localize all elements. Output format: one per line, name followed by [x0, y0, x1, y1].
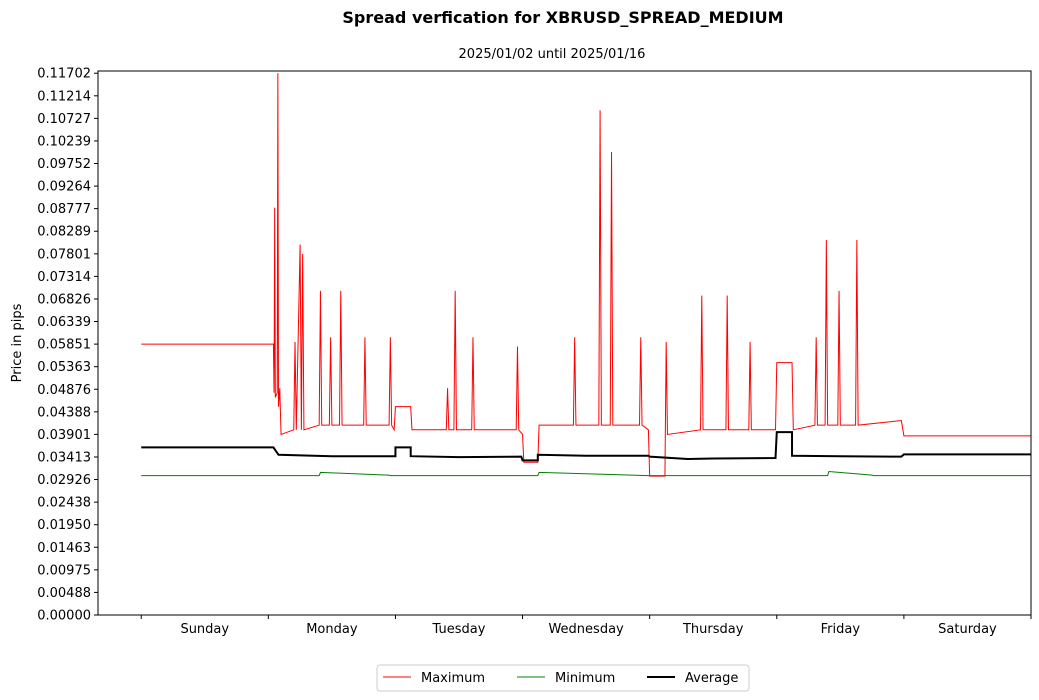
y-tick-label: 0.10239: [37, 134, 91, 149]
y-tick-label: 0.11702: [37, 67, 91, 82]
y-tick-label: 0.08289: [37, 225, 91, 240]
legend-frame: [376, 664, 750, 692]
y-tick-label: 0.04388: [37, 405, 91, 420]
y-tick-label: 0.02926: [37, 473, 91, 488]
legend-label-minimum: Minimum: [555, 671, 615, 686]
x-tick-label: Sunday: [180, 622, 229, 637]
y-tick-label: 0.03901: [37, 428, 91, 443]
y-tick-label: 0.01463: [37, 541, 91, 556]
chart-title: Spread verfication for XBRUSD_SPREAD_MED…: [342, 8, 783, 27]
x-axis-ticks: Sunday Monday Tuesday Wednesday Thursday Frid…: [140, 615, 1032, 637]
y-axis-ticks: 0.00000 0.00488 0.00975 0.01463 0.01950 0.024…: [37, 67, 98, 624]
y-tick-label: 0.01950: [37, 518, 91, 533]
x-tick-label: Tuesday: [432, 622, 486, 637]
legend-items: Maximum Minimum Average: [383, 671, 738, 686]
y-tick-label: 0.02438: [37, 496, 91, 511]
y-tick-label: 0.08777: [37, 202, 91, 217]
y-tick-label: 0.07314: [37, 270, 91, 285]
y-tick-label: 0.03413: [37, 450, 91, 465]
chart-subtitle: 2025/01/02 until 2025/01/16: [459, 47, 646, 62]
series-line-maximum: [141, 73, 1031, 477]
y-tick-label: 0.05363: [37, 360, 91, 375]
x-tick-label: Friday: [821, 622, 861, 637]
series-line-minimum: [141, 470, 1031, 477]
x-tick-label: Saturday: [938, 622, 997, 637]
y-tick-label: 0.04876: [37, 383, 91, 398]
x-tick-label: Monday: [306, 622, 358, 637]
legend: Maximum Minimum Average: [376, 664, 750, 692]
y-tick-label: 0.00488: [37, 586, 91, 601]
x-tick-label: Thursday: [682, 622, 744, 637]
plot-frame: [97, 70, 1032, 616]
y-tick-label: 0.11214: [37, 89, 91, 104]
y-tick-label: 0.00975: [37, 563, 91, 578]
y-axis-label: Price in pips: [10, 303, 25, 382]
y-tick-label: 0.06826: [37, 292, 91, 307]
x-tick-label: Wednesday: [548, 622, 624, 637]
legend-label-average: Average: [685, 671, 738, 686]
y-tick-label: 0.09752: [37, 157, 91, 172]
series-layer: [141, 73, 1031, 477]
y-tick-label: 0.06339: [37, 315, 91, 330]
y-tick-label: 0.07801: [37, 247, 91, 262]
y-tick-label: 0.00000: [37, 609, 91, 624]
legend-label-maximum: Maximum: [421, 671, 485, 686]
y-tick-label: 0.10727: [37, 112, 91, 127]
y-tick-label: 0.09264: [37, 180, 91, 195]
y-tick-label: 0.05851: [37, 338, 91, 353]
series-line-average: [141, 431, 1031, 462]
